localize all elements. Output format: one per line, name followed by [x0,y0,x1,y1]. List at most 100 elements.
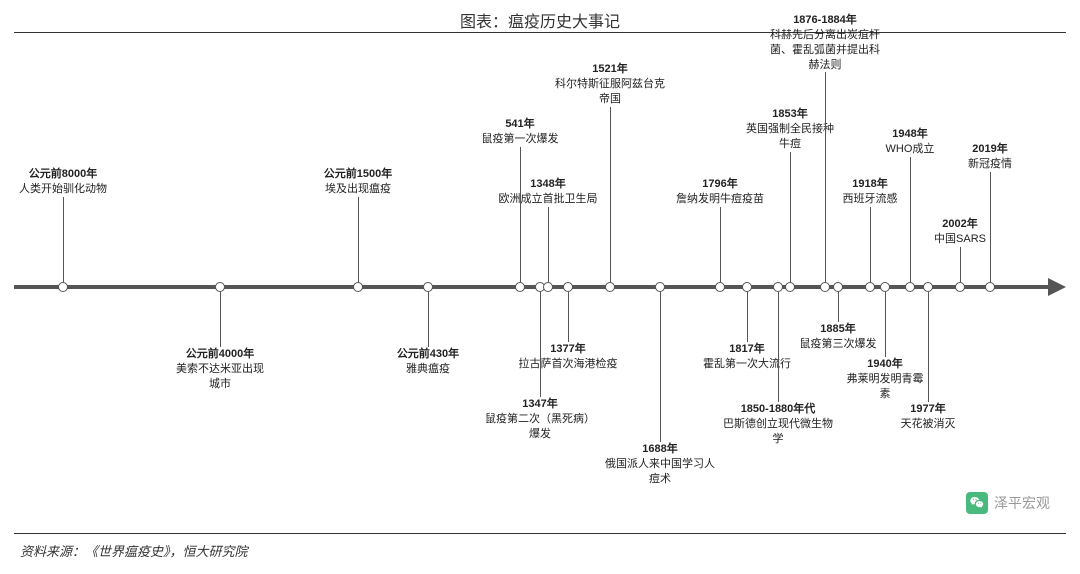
timeline-event: 1796年詹纳发明牛痘疫苗 [665,177,775,207]
wechat-icon [966,492,988,514]
event-year: 541年 [470,117,570,132]
event-year: 1850-1880年代 [723,402,833,417]
connector-line [790,152,791,282]
event-desc: 巴斯德创立现代微生物学 [723,417,833,447]
event-desc: 中国SARS [925,232,995,247]
event-desc: 俄国派人来中国学习人痘术 [605,457,715,487]
event-year: 1977年 [893,402,963,417]
event-desc: 人类开始驯化动物 [8,182,118,197]
connector-line [960,247,961,282]
event-desc: 美索不达米亚出现城市 [175,362,265,392]
event-year: 1796年 [665,177,775,192]
event-desc: 新冠疫情 [955,157,1025,172]
timeline-marker [905,282,915,292]
timeline-axis [14,285,1050,289]
connector-line [548,207,549,282]
connector-line [990,172,991,282]
timeline-event: 1876-1884年科赫先后分离出炭疽杆菌、霍乱弧菌并提出科赫法则 [765,13,885,72]
timeline-event: 公元前8000年人类开始驯化动物 [8,167,118,197]
event-year: 2002年 [925,217,995,232]
event-desc: 鼠疫第三次爆发 [798,337,878,352]
timeline-event: 1348年欧洲成立首批卫生局 [498,177,598,207]
event-year: 1948年 [875,127,945,142]
event-desc: 科赫先后分离出炭疽杆菌、霍乱弧菌并提出科赫法则 [765,28,885,73]
connector-line [720,207,721,282]
timeline-marker [605,282,615,292]
connector-line [428,292,429,347]
timeline-event: 541年鼠疫第一次爆发 [470,117,570,147]
timeline-event: 1853年英国强制全民接种牛痘 [745,107,835,152]
timeline-marker [543,282,553,292]
event-year: 1377年 [518,342,618,357]
timeline-event: 1347年鼠疫第二次（黑死病）爆发 [485,397,595,442]
connector-line [928,292,929,402]
event-year: 1853年 [745,107,835,122]
timeline-marker [58,282,68,292]
event-year: 1918年 [835,177,905,192]
event-year: 公元前430年 [383,347,473,362]
event-year: 公元前4000年 [175,347,265,362]
timeline-marker [563,282,573,292]
connector-line [610,107,611,282]
connector-line [747,292,748,342]
connector-line [520,147,521,282]
event-desc: 欧洲成立首批卫生局 [498,192,598,207]
event-desc: WHO成立 [875,142,945,157]
timeline-event: 公元前4000年美索不达米亚出现城市 [175,347,265,392]
timeline-marker [742,282,752,292]
event-year: 1348年 [498,177,598,192]
timeline-marker [880,282,890,292]
event-desc: 鼠疫第二次（黑死病）爆发 [485,412,595,442]
connector-line [778,292,779,402]
connector-line [838,292,839,322]
timeline-marker [820,282,830,292]
timeline-marker [423,282,433,292]
timeline-event: 1885年鼠疫第三次爆发 [798,322,878,352]
timeline-event: 1377年拉古萨首次海港检疫 [518,342,618,372]
event-year: 2019年 [955,142,1025,157]
timeline-event: 1940年弗莱明发明青霉素 [845,357,925,402]
connector-line [358,197,359,282]
event-year: 公元前8000年 [8,167,118,182]
source-citation: 资料来源：《世界瘟疫史》，恒大研究院 [20,541,248,560]
event-year: 1885年 [798,322,878,337]
watermark-text: 泽平宏观 [994,493,1050,513]
timeline-event: 2019年新冠疫情 [955,142,1025,172]
timeline-event: 公元前1500年埃及出现瘟疫 [308,167,408,197]
connector-line [63,197,64,282]
axis-arrowhead [1048,278,1066,296]
timeline-event: 1918年西班牙流感 [835,177,905,207]
watermark: 泽平宏观 [966,492,1050,514]
event-desc: 詹纳发明牛痘疫苗 [665,192,775,207]
event-year: 公元前1500年 [308,167,408,182]
connector-line [568,292,569,342]
connector-line [825,72,826,282]
timeline-marker [655,282,665,292]
event-year: 1940年 [845,357,925,372]
event-year: 1521年 [555,62,665,77]
timeline-marker [865,282,875,292]
timeline-marker [923,282,933,292]
timeline-marker [715,282,725,292]
event-desc: 西班牙流感 [835,192,905,207]
timeline-marker [833,282,843,292]
event-year: 1688年 [605,442,715,457]
timeline-event: 1688年俄国派人来中国学习人痘术 [605,442,715,487]
timeline-event: 1521年科尔特斯征服阿兹台克帝国 [555,62,665,107]
timeline-marker [515,282,525,292]
connector-line [870,207,871,282]
connector-line [885,292,886,357]
event-desc: 拉古萨首次海港检疫 [518,357,618,372]
event-desc: 英国强制全民接种牛痘 [745,122,835,152]
event-desc: 埃及出现瘟疫 [308,182,408,197]
timeline-marker [773,282,783,292]
connector-line [660,292,661,442]
timeline-event: 1850-1880年代巴斯德创立现代微生物学 [723,402,833,447]
event-desc: 鼠疫第一次爆发 [470,132,570,147]
connector-line [220,292,221,347]
timeline-event: 1977年天花被消灭 [893,402,963,432]
event-year: 1876-1884年 [765,13,885,28]
connector-line [910,157,911,282]
timeline-event: 公元前430年雅典瘟疫 [383,347,473,377]
event-desc: 科尔特斯征服阿兹台克帝国 [555,77,665,107]
